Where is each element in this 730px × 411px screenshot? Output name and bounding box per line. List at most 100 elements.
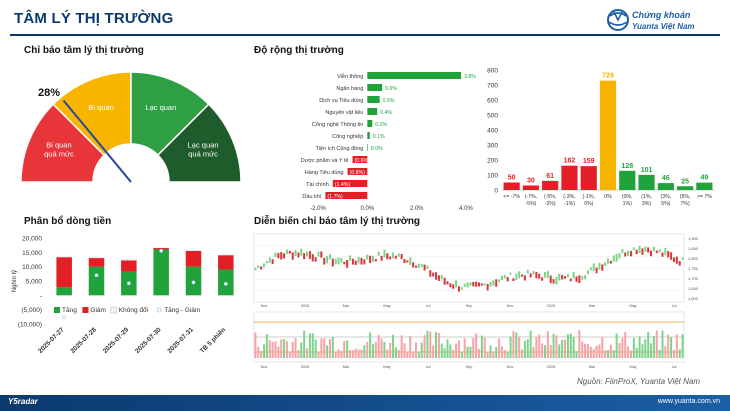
flow-bar-segment [218, 254, 234, 256]
flow-legend-label: Giảm [90, 307, 106, 314]
price-candle [374, 259, 377, 262]
dist-value-label: 25 [681, 178, 689, 185]
sector-value-label: 3.8% [464, 74, 476, 80]
gauge-zone-label: quá mức [44, 150, 74, 159]
price-candle [426, 265, 429, 269]
sector-x-tick: -2.0% [310, 206, 326, 212]
sector-value-label: (0.8%) [350, 170, 366, 176]
price-candle [509, 272, 512, 275]
price-candle [340, 257, 343, 263]
oscillator-x-tick: Nov [261, 365, 268, 369]
dist-bar [561, 165, 578, 190]
price-candle [535, 271, 538, 279]
dist-value-label: 30 [527, 178, 535, 185]
price-candle [489, 281, 492, 287]
price-y-tick: 1,800 [688, 256, 699, 261]
price-candle [529, 273, 532, 278]
oscillator-x-tick: Jul [672, 365, 677, 369]
price-x-tick: Nov [261, 304, 268, 308]
price-candle [254, 267, 257, 271]
sector-bar [325, 192, 368, 199]
price-candle [478, 282, 481, 287]
dist-bar [580, 166, 597, 190]
dist-y-tick: 800 [487, 68, 498, 75]
price-candle [472, 281, 475, 287]
flow-y-tick: 10,000 [22, 264, 42, 271]
sector-label: Dịch vụ Tiêu dùng [319, 98, 363, 104]
price-candle [326, 255, 329, 264]
flow-legend-label: Tăng [62, 307, 77, 314]
gauge-zone-label: Lạc quan [188, 141, 219, 150]
sector-bar [367, 84, 383, 91]
oscillator-x-tick: May [629, 365, 636, 369]
dist-x-tick: -3%) [545, 201, 556, 207]
dist-x-tick: >= 7% [697, 194, 712, 200]
sector-value-label: (0.6%) [355, 158, 371, 164]
gauge-zone-label: Bi quan [46, 141, 71, 150]
dist-y-tick: 0 [494, 188, 498, 195]
price-candle [661, 252, 664, 257]
dist-bar [542, 180, 559, 190]
dist-y-tick: 500 [487, 113, 498, 120]
price-candle [285, 249, 288, 255]
price-candle [475, 281, 478, 287]
flow-x-tick: TB 5 phiên [199, 326, 227, 354]
price-candle [314, 257, 317, 262]
price-candle [607, 258, 610, 264]
price-candle [397, 253, 400, 257]
dist-x-tick: (1%, [641, 194, 652, 200]
gauge-value-label: 28% [38, 87, 60, 99]
price-candle [629, 250, 632, 257]
price-candle [457, 286, 460, 292]
price-candle [678, 260, 681, 266]
sector-bar [332, 180, 368, 187]
page-title: TÂM LÝ THỊ TRƯỜNG [14, 10, 174, 27]
source-note: Nguồn: FiinProX, Yuanta Việt Nam [576, 377, 700, 386]
price-y-tick: 1,600 [688, 296, 699, 301]
flow-legend-label: Tăng - Giảm [164, 307, 200, 314]
price-candle [632, 247, 635, 251]
footer-brand: Y5radar [8, 397, 38, 406]
price-candle [675, 256, 678, 264]
price-candle [406, 260, 409, 263]
oscillator-x-tick: 2026 [301, 365, 309, 369]
yuanta-globe-icon [607, 9, 629, 31]
dist-x-tick: (-5%, [544, 194, 556, 200]
price-candle [604, 262, 607, 267]
yuanta-logo: Chứng khoán Yuanta Việt Nam [607, 9, 695, 31]
dist-x-tick: (0%, [622, 194, 633, 200]
price-candle [495, 279, 498, 287]
price-candle [369, 255, 372, 264]
dist-value-label: 46 [662, 175, 670, 182]
flow-x-tick: 2025-07-31 [166, 326, 195, 355]
price-candle [601, 264, 604, 271]
price-candle [523, 275, 526, 281]
price-candle [412, 262, 415, 268]
price-candle [558, 273, 561, 281]
sector-bar [367, 120, 373, 127]
price-candle [360, 257, 363, 265]
price-candle [572, 272, 575, 279]
flow-net-marker [94, 273, 99, 278]
dist-y-tick: 200 [487, 158, 498, 165]
price-y-tick: 1,900 [688, 236, 699, 241]
price-candle [337, 257, 340, 265]
flow-bar-segment [56, 257, 72, 288]
flow-x-tick: 2025-07-27 [37, 326, 66, 355]
sector-bar [367, 132, 370, 139]
flow-y-tick: 15,000 [22, 250, 42, 257]
oscillator-x-tick: 2026 [547, 365, 555, 369]
sector-label: Viễn thông [337, 73, 363, 80]
price-candle [466, 282, 469, 288]
price-candle [566, 274, 569, 278]
sector-label: Tiện ích Cộng đồng [316, 146, 364, 152]
sector-value-label: 0.1% [373, 134, 385, 140]
price-y-tick: 1,650 [688, 286, 699, 291]
dist-bar [599, 80, 617, 190]
oscillator-x-tick: May [383, 365, 390, 369]
gauge-zone-label: quá mức [188, 150, 218, 159]
price-candle [291, 252, 294, 260]
brand-line1: Chứng khoán [632, 10, 691, 20]
price-candle [383, 249, 386, 258]
